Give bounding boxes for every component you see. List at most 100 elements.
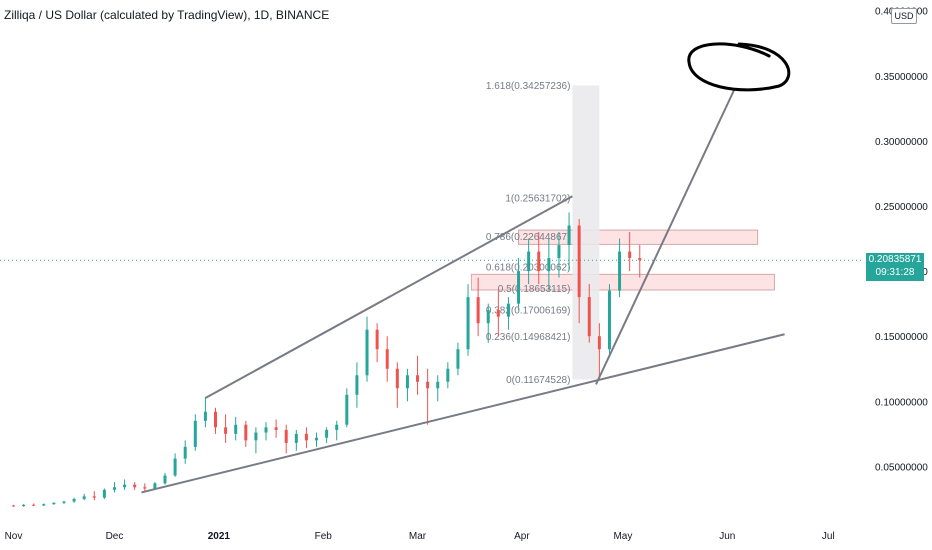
candle-body-18	[193, 420, 197, 447]
trendline-1	[204, 195, 573, 399]
candle-body-3	[42, 504, 46, 506]
trendlines-layer	[141, 89, 785, 494]
candle-body-51	[527, 251, 531, 272]
candle-body-10	[112, 487, 116, 490]
candle-body-23	[244, 424, 248, 441]
candle-body-24	[254, 432, 258, 441]
chart-title: Zilliqa / US Dollar (calculated by Tradi…	[4, 8, 330, 22]
candle-body-61	[628, 251, 632, 259]
candle-body-48	[496, 310, 500, 317]
trendline-2	[141, 333, 785, 494]
candle-body-55	[567, 225, 571, 246]
x-tick-label-7: Jun	[719, 531, 735, 542]
candle-body-19	[203, 411, 207, 421]
candle-body-9	[102, 489, 106, 498]
candle-body-5	[62, 501, 66, 503]
candle-body-47	[486, 310, 490, 324]
candle-body-44	[456, 349, 460, 369]
candle-body-26	[274, 427, 278, 430]
candle-body-40	[416, 375, 420, 382]
candle-body-8	[92, 496, 96, 498]
y-tick-label-1: 0.10000000	[875, 397, 928, 408]
hand-drawn-circle	[687, 42, 791, 92]
x-tick-label-3: Feb	[315, 531, 333, 542]
candle-body-15	[163, 475, 167, 484]
fib-level-label-0: 0(0.11674528)	[506, 375, 570, 386]
x-tick-label-5: Apr	[514, 531, 530, 542]
candle-body-1	[22, 504, 26, 507]
candle-body-16	[173, 458, 177, 476]
candle-body-35	[365, 329, 369, 376]
candle-body-54	[557, 245, 561, 259]
resistance-zone-2	[470, 273, 775, 291]
fib-range-shade	[572, 85, 600, 380]
candle-body-29	[304, 433, 308, 441]
trendline-3	[595, 89, 735, 385]
currency-label[interactable]: USD	[891, 8, 917, 24]
y-tick-label-5: 0.30000000	[875, 137, 928, 148]
y-tick-label-2: 0.15000000	[875, 332, 928, 343]
candle-body-12	[133, 484, 137, 488]
candle-body-50	[517, 271, 521, 304]
candle-body-32	[335, 424, 339, 430]
candle-body-4	[52, 502, 56, 505]
candle-body-46	[476, 297, 480, 324]
x-tick-label-4: Mar	[409, 531, 427, 542]
x-tick-label-8: Jul	[822, 531, 835, 542]
y-tick-label-6: 0.35000000	[875, 72, 928, 83]
candle-body-34	[355, 375, 359, 395]
candle-body-22	[234, 424, 238, 434]
fib-level-label-2: 0.382(0.17006169)	[486, 306, 571, 317]
candle-body-43	[446, 368, 450, 382]
bar-countdown: 09:31:28	[875, 267, 915, 278]
candle-body-31	[325, 429, 329, 438]
candle-body-49	[506, 303, 510, 317]
x-tick-label-1: Dec	[106, 531, 124, 542]
candle-body-56	[577, 225, 581, 298]
candle-body-33	[345, 394, 349, 425]
fib-level-label-5: 0.786(0.22644867)	[486, 232, 571, 243]
fib-level-label-7: 1.618(0.34257236)	[486, 81, 571, 92]
candle-body-57	[587, 297, 591, 337]
candle-body-17	[183, 446, 187, 459]
candle-body-39	[405, 375, 409, 389]
x-axis: Nov Dec 2021 Feb Mar Apr May Jun Jul	[5, 531, 835, 542]
candle-body-45	[466, 297, 470, 350]
candle-body-6	[72, 498, 76, 502]
candle-body-20	[214, 411, 217, 428]
fib-retracement: 0(0.11674528) 0.236(0.14968421) 0.382(0.17…	[486, 81, 600, 386]
last-price-badge: 0.20835871 09:31:28	[866, 253, 924, 281]
candle-body-7	[82, 496, 86, 499]
candle-body-62	[638, 258, 642, 261]
hand-drawn-ellipse	[687, 42, 791, 92]
y-tick-label-0: 0.05000000	[875, 462, 928, 473]
candle-body-60	[618, 251, 622, 291]
candle-body-14	[153, 483, 157, 489]
candle-body-25	[264, 427, 268, 433]
candle-body-0	[11, 505, 15, 507]
candle-body-41	[426, 381, 430, 389]
candle-body-42	[436, 381, 440, 389]
candle-body-27	[284, 429, 288, 443]
candle-body-58	[597, 336, 601, 350]
candle-body-28	[294, 433, 298, 443]
candle-body-53	[547, 258, 551, 272]
y-axis: 0.050000000.100000000.150000000.20000000…	[875, 7, 928, 474]
candle-body-52	[537, 251, 541, 272]
candle-body-59	[607, 290, 611, 350]
candle-body-21	[224, 427, 228, 434]
fib-level-label-6: 1(0.25631702)	[505, 193, 570, 204]
candle-body-37	[385, 349, 389, 369]
candle-body-36	[375, 329, 379, 350]
candle-body-13	[143, 487, 147, 489]
y-tick-label-4: 0.25000000	[875, 202, 928, 213]
candle-body-30	[315, 437, 319, 441]
candle-body-11	[123, 484, 127, 488]
fib-level-label-1: 0.236(0.14968421)	[486, 332, 571, 343]
candle-body-2	[32, 504, 36, 506]
candles-layer	[11, 212, 642, 507]
x-tick-label-6: May	[613, 531, 632, 542]
last-price-value: 0.20835871	[868, 254, 922, 265]
x-tick-label-2: 2021	[208, 531, 231, 542]
